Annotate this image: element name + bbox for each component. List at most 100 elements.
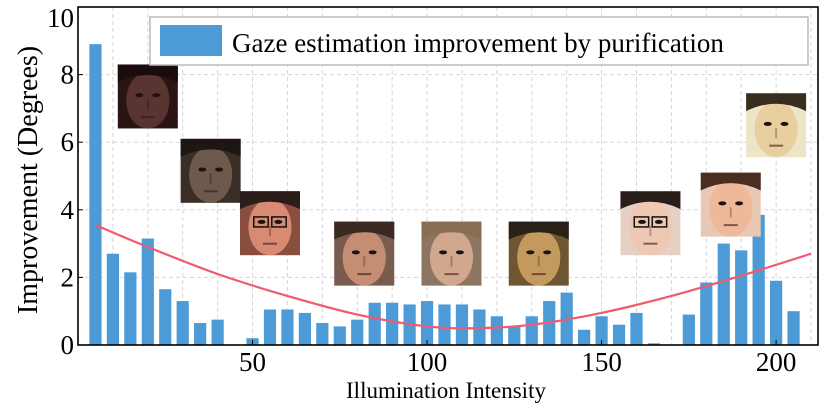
legend: Gaze estimation improvement by purificat…	[149, 16, 809, 66]
face-eye	[763, 121, 772, 126]
face-eye	[215, 167, 224, 172]
face-thumbnail	[239, 191, 300, 256]
legend-swatch	[160, 25, 222, 56]
face-hair	[117, 64, 178, 83]
bar	[630, 312, 643, 345]
plot-frame	[77, 6, 819, 346]
bar	[455, 304, 469, 345]
face-eye	[152, 93, 161, 98]
bar	[490, 316, 503, 345]
bar	[438, 304, 451, 345]
face-hair	[620, 191, 681, 210]
bar	[281, 309, 294, 345]
x-axis-label: Illumination Intensity	[346, 378, 546, 403]
face-thumbnail	[421, 221, 482, 286]
y-tick-label: 4	[61, 195, 75, 225]
face-skin	[628, 198, 673, 256]
bar	[682, 314, 695, 345]
x-tick-label: 150	[581, 347, 622, 377]
face-thumbnail	[700, 172, 761, 237]
bar	[263, 309, 277, 345]
y-tick-label: 0	[61, 330, 75, 360]
tick-labels: 50 100 150 200 0 2 4 6 8 10	[47, 3, 796, 377]
y-tick-label: 2	[61, 262, 75, 292]
face-eye	[351, 250, 360, 255]
bar	[386, 302, 399, 345]
face-eye	[526, 250, 535, 255]
bar	[89, 44, 102, 346]
bar	[159, 289, 172, 345]
legend-box	[149, 16, 809, 66]
bar	[194, 323, 207, 345]
x-tick-label: 50	[239, 347, 266, 377]
face-eye	[198, 167, 207, 172]
face-hair	[508, 221, 569, 240]
bar	[316, 323, 329, 345]
bar	[508, 326, 521, 345]
face-hair	[700, 172, 761, 191]
bar	[647, 343, 661, 345]
bar	[700, 282, 713, 345]
face-skin	[342, 229, 386, 286]
bar	[752, 214, 765, 345]
face-eye	[718, 201, 727, 206]
face-eye	[274, 219, 283, 224]
face-eye	[543, 250, 552, 255]
bar	[351, 319, 364, 345]
bars	[89, 44, 800, 346]
face-eye	[654, 219, 663, 224]
legend-label: Gaze estimation improvement by purificat…	[232, 28, 724, 58]
face-skin	[709, 180, 753, 237]
bar	[578, 329, 591, 345]
face-hair	[421, 221, 482, 240]
face-eye	[735, 201, 744, 206]
face-eye	[368, 250, 377, 255]
y-tick-label: 6	[61, 127, 75, 157]
bar	[124, 272, 137, 345]
bar	[176, 301, 189, 345]
face-hair	[180, 138, 241, 157]
face-thumbnails	[117, 64, 807, 286]
face-glasses	[651, 216, 668, 228]
face-thumbnail	[334, 221, 395, 286]
face-thumbnail	[620, 191, 681, 256]
y-tick-label: 10	[47, 3, 74, 33]
face-eye	[439, 250, 448, 255]
face-skin	[248, 198, 292, 256]
bar	[106, 253, 120, 345]
face-thumbnail	[508, 221, 569, 286]
bar	[595, 316, 608, 345]
face-eye	[780, 121, 789, 126]
bar	[525, 316, 538, 345]
bar	[298, 312, 311, 345]
bar	[333, 326, 346, 345]
face-eye	[135, 93, 144, 98]
face-eye	[455, 250, 464, 255]
face-glasses	[271, 216, 287, 228]
face-eye	[257, 219, 266, 224]
trend-curve	[95, 223, 812, 330]
face-hair	[746, 93, 807, 112]
face-thumbnail	[180, 138, 241, 203]
face-hair	[334, 221, 395, 240]
bar	[770, 280, 783, 345]
face-skin	[517, 229, 561, 286]
face-skin	[754, 100, 798, 158]
bar	[420, 301, 434, 345]
y-tick-label: 8	[61, 60, 75, 90]
face-eye	[638, 219, 647, 224]
face-thumbnail	[117, 64, 178, 129]
bar	[787, 311, 800, 345]
bar	[735, 250, 748, 345]
bar	[368, 302, 381, 345]
face-thumbnail	[746, 93, 807, 158]
face-hair	[239, 191, 300, 210]
face-skin	[429, 229, 474, 286]
face-skin	[126, 72, 170, 129]
x-tick-label: 100	[407, 347, 448, 377]
bar	[141, 238, 154, 345]
face-skin	[189, 146, 233, 203]
bar	[211, 319, 224, 345]
y-axis-label: Improvement (Degrees)	[13, 46, 44, 314]
